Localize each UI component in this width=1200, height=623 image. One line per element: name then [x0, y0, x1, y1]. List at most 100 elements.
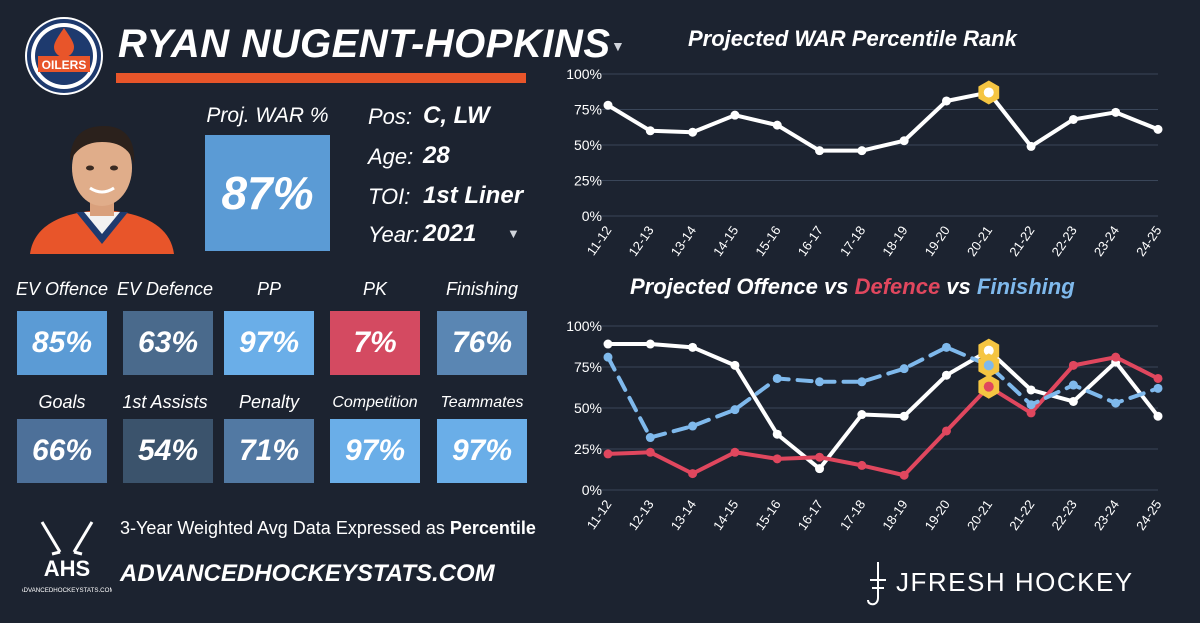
x-tick-label: 16-17: [795, 223, 826, 259]
x-tick-label: 23-24: [1091, 497, 1122, 533]
y-tick-label: 75%: [574, 102, 602, 118]
stat-label-pp: PP: [256, 279, 281, 299]
stat-label-goals: Goals: [38, 392, 86, 412]
x-tick-label: 15-16: [752, 223, 783, 259]
data-point: [730, 405, 740, 415]
data-point: [857, 460, 867, 470]
stat-value-ev-offence: 85%: [17, 311, 107, 375]
stat-value-competition: 97%: [330, 419, 420, 483]
data-point: [857, 410, 867, 420]
proj-war-label: Proj. WAR %: [206, 104, 329, 127]
series-line: [606, 90, 1160, 153]
brand-name: JFRESH HOCKEY: [896, 567, 1134, 597]
data-point: [688, 421, 698, 431]
svg-text:AHS: AHS: [44, 556, 90, 581]
data-point: [645, 339, 655, 349]
data-point: [1111, 107, 1121, 117]
y-tick-label: 50%: [574, 137, 602, 153]
chart2-title-part: Finishing: [976, 274, 1075, 299]
player-dropdown-caret-icon[interactable]: ▼: [611, 38, 625, 54]
data-point: [645, 126, 655, 136]
stat-label-finishing: Finishing: [445, 279, 519, 299]
age-label: Age:: [368, 144, 414, 169]
pos-label: Pos:: [368, 104, 413, 129]
player-headshot: [30, 126, 174, 254]
data-point: [1026, 408, 1036, 418]
x-tick-label: 24-25: [1133, 497, 1164, 533]
x-tick-label: 19-20: [922, 497, 953, 533]
war-percentile-chart: 0% 25% 50% 75% 100% 11-12 12-13 13-14 14-15 15-16…: [566, 66, 1164, 259]
x-tick-label: 20-21: [964, 223, 995, 259]
data-point: [899, 470, 909, 480]
y-tick-label: 100%: [566, 318, 602, 334]
name-underline: [116, 73, 526, 83]
data-point: [688, 469, 698, 479]
proj-war-value: 87%: [205, 135, 330, 251]
data-point: [603, 352, 613, 362]
x-tick-label: 21-22: [1006, 497, 1037, 533]
x-tick-label: 12-13: [625, 497, 656, 533]
chart2-title: Projected Offence vs Defence vs Finishin…: [630, 274, 1075, 300]
svg-text:ADVANCEDHOCKEYSTATS.COM: ADVANCEDHOCKEYSTATS.COM: [22, 587, 112, 594]
stat-label-pk: PK: [362, 279, 387, 299]
data-point: [772, 429, 782, 439]
data-point: [1068, 114, 1078, 124]
x-tick-label: 14-15: [710, 497, 741, 533]
x-tick-label: 20-21: [964, 497, 995, 533]
stat-label-ev-defence: EV Defence: [116, 279, 214, 299]
data-point: [1111, 352, 1121, 362]
data-point: [688, 342, 698, 352]
data-point: [603, 339, 613, 349]
ahs-logo: AHS ADVANCEDHOCKEYSTATS.COM: [22, 521, 112, 594]
stat-value-penalty: 71%: [224, 419, 314, 483]
player-name: RYAN NUGENT-HOPKINS: [118, 22, 611, 66]
data-point: [730, 447, 740, 457]
chart2-title-part: Defence: [854, 274, 941, 299]
y-tick-label: 25%: [574, 441, 602, 457]
y-tick-label: 75%: [574, 359, 602, 375]
highlight-point: [983, 87, 994, 98]
svg-text:OILERS: OILERS: [42, 58, 87, 72]
data-point: [688, 127, 698, 137]
highlight-point: [983, 381, 994, 392]
data-point: [857, 146, 867, 156]
data-point: [730, 110, 740, 120]
data-point: [772, 454, 782, 464]
offence-defence-finishing-chart: 0% 25% 50% 75% 100% 11-12 12-13 13-14 14-15 15-16…: [566, 318, 1164, 533]
age-value: 28: [423, 142, 450, 169]
data-point: [603, 100, 613, 110]
data-point: [1068, 396, 1078, 406]
stat-value-teammates: 97%: [437, 419, 527, 483]
data-point: [1026, 385, 1036, 395]
footer-note: 3-Year Weighted Avg Data Expressed as Pe…: [120, 518, 536, 539]
year-dropdown-caret-icon[interactable]: ▼: [507, 226, 520, 241]
y-tick-label: 50%: [574, 400, 602, 416]
x-tick-label: 11-12: [584, 497, 615, 532]
year-value[interactable]: 2021: [423, 220, 477, 247]
chart2-title-part: vs: [940, 274, 977, 299]
stat-value-1st-assists: 54%: [123, 419, 213, 483]
footer-site[interactable]: ADVANCEDHOCKEYSTATS.COM: [120, 560, 495, 587]
x-tick-label: 16-17: [795, 497, 826, 533]
footer-note-prefix: 3-Year Weighted Avg Data Expressed as: [120, 518, 450, 538]
highlight-point: [983, 345, 994, 356]
x-tick-label: 11-12: [584, 223, 615, 258]
pos-value: C, LW: [423, 102, 490, 129]
chart2-title-part: vs: [817, 274, 855, 299]
x-tick-label: 17-18: [837, 497, 868, 533]
data-point: [899, 411, 909, 421]
data-point: [941, 370, 951, 380]
data-point: [1068, 360, 1078, 370]
chart1-title: Projected WAR Percentile Rank: [688, 26, 1017, 51]
highlight-point: [983, 360, 994, 371]
y-tick-label: 25%: [574, 173, 602, 189]
x-tick-label: 18-19: [879, 223, 910, 259]
data-point: [603, 449, 613, 459]
data-point: [1153, 383, 1163, 393]
x-tick-label: 21-22: [1006, 223, 1037, 259]
data-point: [815, 377, 825, 387]
series-line: [606, 345, 1160, 440]
year-label: Year:: [368, 222, 420, 247]
data-point: [899, 136, 909, 146]
data-point: [1026, 141, 1036, 151]
